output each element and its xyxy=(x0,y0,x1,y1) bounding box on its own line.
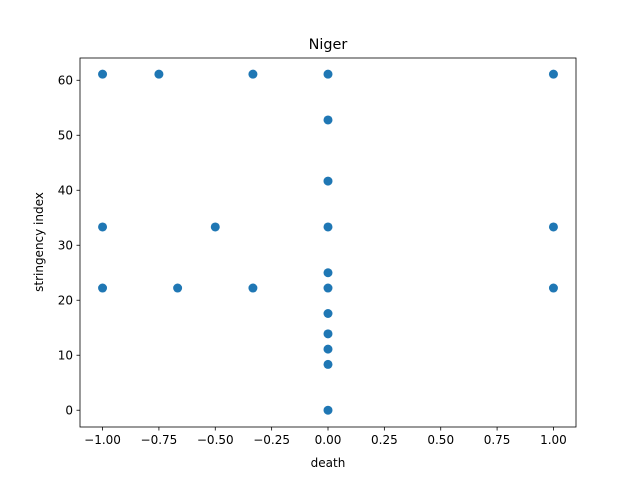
data-point xyxy=(323,69,333,79)
data-point xyxy=(323,268,333,278)
points-layer xyxy=(98,69,558,415)
y-tick-label: 40 xyxy=(58,184,73,198)
data-point xyxy=(248,69,258,79)
x-axis-label: death xyxy=(311,456,346,470)
chart-title: Niger xyxy=(309,37,348,53)
data-point xyxy=(98,222,108,232)
data-point xyxy=(323,329,333,339)
data-point xyxy=(98,69,108,79)
data-point xyxy=(323,359,333,369)
x-tick-label: 0.25 xyxy=(371,433,398,447)
data-point xyxy=(323,405,333,415)
data-point xyxy=(154,69,164,79)
data-point xyxy=(98,283,108,293)
y-tick-label: 20 xyxy=(58,294,73,308)
y-tick-label: 60 xyxy=(58,74,73,88)
y-tick-label: 30 xyxy=(58,239,73,253)
data-point xyxy=(548,283,558,293)
data-point xyxy=(323,283,333,293)
data-point xyxy=(548,69,558,79)
x-tick-label: 0.00 xyxy=(315,433,342,447)
data-point xyxy=(323,222,333,232)
y-tick-label: 50 xyxy=(58,129,73,143)
data-point xyxy=(323,176,333,186)
x-tick-label: 0.50 xyxy=(427,433,454,447)
data-point xyxy=(323,115,333,125)
data-point xyxy=(323,344,333,354)
y-tick-label: 0 xyxy=(65,404,73,418)
data-point xyxy=(210,222,220,232)
x-tick-label: −0.75 xyxy=(141,433,178,447)
y-axis-ticks: 0 10 20 30 40 50 60 xyxy=(58,74,80,418)
x-tick-label: 1.00 xyxy=(540,433,567,447)
data-point xyxy=(248,283,258,293)
x-tick-label: −1.00 xyxy=(84,433,121,447)
data-point xyxy=(323,309,333,318)
y-axis-label: stringency index xyxy=(32,192,46,292)
x-tick-label: −0.50 xyxy=(197,433,234,447)
x-tick-label: 0.75 xyxy=(484,433,511,447)
x-tick-label: −0.25 xyxy=(253,433,290,447)
data-point xyxy=(548,222,558,232)
x-axis-ticks: −1.00 −0.75 −0.50 −0.25 0.00 0.25 0.50 0.75 1.00 xyxy=(84,427,567,447)
y-tick-label: 10 xyxy=(58,349,73,363)
data-point xyxy=(173,283,183,293)
